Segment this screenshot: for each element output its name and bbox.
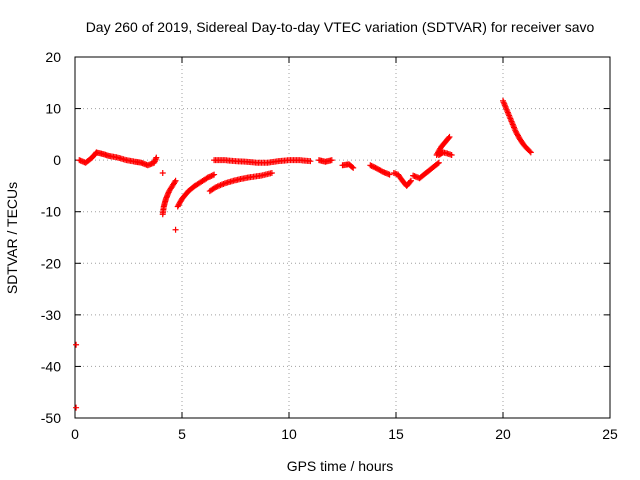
series-arc-d: [206, 170, 275, 195]
x-tick-label: 25: [602, 426, 618, 442]
data-point: [407, 177, 414, 184]
series-arc-i: [390, 170, 414, 189]
y-axis-ticks: -50 -40 -30 -20 -10 0 10 20: [41, 49, 610, 426]
y-tick-label: -50: [41, 410, 61, 426]
plot-frame: [74, 56, 611, 419]
y-tick-label: 10: [45, 101, 61, 117]
x-tick-label: 5: [178, 426, 186, 442]
data-point: [407, 178, 414, 185]
y-tick-label: -20: [41, 255, 61, 271]
data-point: [172, 177, 179, 184]
series-arc-l: [435, 149, 455, 158]
series-arc-k: [433, 133, 453, 158]
data-point: [434, 160, 441, 167]
data-point: [446, 133, 453, 140]
x-axis-label: GPS time / hours: [287, 458, 394, 474]
series-arc-j: [410, 159, 442, 182]
series-arc-c: [174, 171, 218, 210]
data-point: [445, 134, 452, 141]
data-point: [527, 149, 534, 156]
series-arc-f: [315, 157, 335, 165]
x-axis-ticks: 0 5 10 15 20 25: [71, 57, 618, 442]
data-point: [153, 154, 160, 161]
data-point: [171, 179, 178, 186]
data-point: [350, 164, 357, 171]
data-point: [73, 404, 80, 411]
data-point: [172, 226, 179, 233]
data-point: [268, 170, 275, 177]
x-tick-label: 10: [281, 426, 297, 442]
data-point: [209, 172, 216, 179]
data-point: [159, 170, 166, 177]
data-point: [211, 171, 218, 178]
series-arc-h: [367, 162, 393, 178]
data-point: [386, 171, 393, 178]
y-tick-label: 0: [53, 152, 61, 168]
data-point: [328, 157, 335, 164]
series-arc-m: [500, 97, 534, 156]
data-point: [448, 151, 455, 158]
x-tick-label: 0: [71, 426, 79, 442]
y-tick-label: -10: [41, 204, 61, 220]
data-points: [73, 97, 534, 411]
data-point: [435, 159, 442, 166]
chart-title: Day 260 of 2019, Sidereal Day-to-day VTE…: [86, 19, 595, 35]
y-axis-label: SDTVAR / TECUs: [4, 182, 20, 294]
data-point: [73, 341, 80, 348]
y-tick-label: -40: [41, 358, 61, 374]
data-point: [307, 158, 314, 165]
data-point: [349, 163, 356, 170]
y-tick-label: 20: [45, 49, 61, 65]
series-single-a: [159, 170, 166, 177]
series-arc-b: [159, 177, 179, 218]
x-tick-label: 15: [388, 426, 404, 442]
grid-lines: [75, 57, 610, 418]
series-single-b: [172, 226, 179, 233]
series-arc-g: [339, 161, 357, 171]
y-tick-label: -30: [41, 307, 61, 323]
series-arc-e: [211, 157, 314, 166]
x-tick-label: 20: [495, 426, 511, 442]
series-arc-a: [76, 149, 160, 169]
data-point: [526, 148, 533, 155]
series-outlier-low: [73, 341, 80, 411]
